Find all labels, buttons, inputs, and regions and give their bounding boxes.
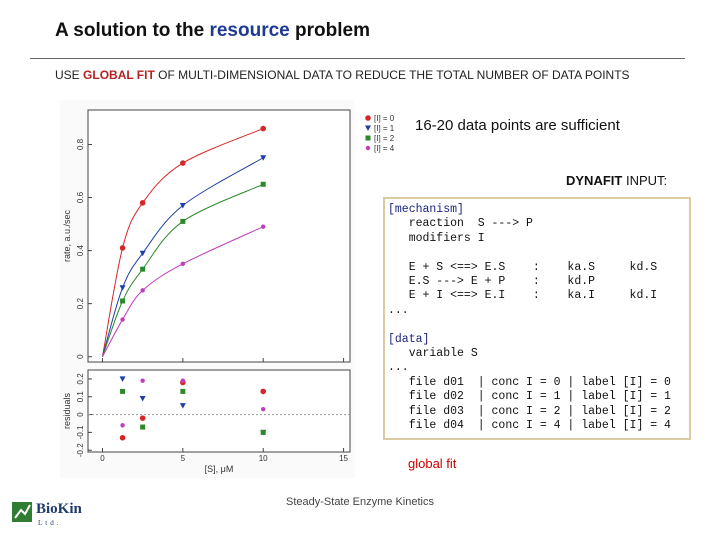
legend-label: [I] = 2 [374,134,395,143]
point [260,429,266,435]
code-line: reaction S ---> P [388,217,533,231]
code-line: file d01 | conc I = 0 | label [I] = 0 [388,375,671,389]
point [180,388,186,394]
point [139,415,146,421]
code-box: [mechanism] reaction S ---> P modifiers … [383,197,691,440]
logo-icon-line [14,504,31,519]
caption: global fit [408,456,457,471]
y-tick-label: 0 [76,354,85,359]
point [119,285,126,291]
subtitle: USE GLOBAL FIT OF MULTI-DIMENSIONAL DATA… [55,68,630,82]
legend-label: [I] = 1 [374,124,395,133]
title-highlight: resource [209,20,290,41]
y-tick-label: 0.2 [76,298,85,310]
code-line: [data] [388,332,430,346]
logo-suffix: Ltd. [38,519,61,527]
code-line: ... [388,361,409,375]
point [180,218,186,224]
dynafit-label: DYNAFIT INPUT: [566,173,667,188]
legend-label: [I] = 4 [374,144,395,153]
point [365,145,371,151]
point [140,266,146,272]
x-tick-label: 5 [181,454,186,463]
subtitle-text: OF MULTI-DIMENSIONAL DATA TO REDUCE THE … [158,68,630,82]
residual-frame [87,369,351,453]
legend-label: [I] = 0 [374,114,395,123]
point [119,376,126,382]
residual-tick-label: 0.2 [76,373,85,385]
point [119,245,126,251]
y-tick-label: 0.6 [76,191,85,203]
point [260,155,267,161]
code-block: [data] variable S... file d01 | conc I =… [388,333,689,434]
point [365,135,371,141]
plot-frame [87,109,351,363]
residual-tick-label: -0.1 [76,425,85,439]
code-line: file d04 | conc I = 4 | label [I] = 4 [388,419,671,433]
residual-tick-label: 0.1 [76,391,85,403]
point [119,434,126,441]
code-block: [mechanism] reaction S ---> P modifiers … [388,203,689,246]
slide-title: A solution to the resource problem [55,20,370,42]
note: 16-20 data points are sufficient [415,117,620,134]
residual-axis-label: residuals [62,392,72,429]
y-tick-label: 0.8 [76,138,85,150]
point [120,298,126,304]
x-tick-label: 0 [100,454,105,463]
code-line: [mechanism] [388,203,464,216]
residual-tick-label: -0.2 [76,443,85,457]
point [260,388,267,395]
logo: BioKin Ltd. [12,501,83,527]
point [261,224,266,229]
code-line: file d03 | conc I = 2 | label [I] = 2 [388,404,671,418]
point [140,378,145,383]
x-tick-label: 15 [339,454,348,463]
footer: Steady-State Enzyme Kinetics [286,496,434,508]
point [260,125,267,132]
subtitle-text: USE [55,68,80,82]
code-block: E + S <==> E.S : ka.S kd.S E.S ---> E + … [388,261,689,319]
y-tick-label: 0.4 [76,244,85,256]
code-line: file d02 | conc I = 1 | label [I] = 1 [388,390,671,404]
point [365,115,371,121]
code-line: ... [388,303,409,317]
y-axis-label: rate, a.u./sec [62,209,72,262]
subtitle-highlight: GLOBAL FIT [83,68,155,82]
point [261,407,266,412]
code-line: E + I <==> E.I : ka.I kd.I [388,289,658,303]
dynafit-name: DYNAFIT [566,173,623,188]
point [139,250,146,257]
point [140,288,145,293]
code-line: variable S [388,347,478,361]
point [180,160,186,166]
code-line: E + S <==> E.S : ka.S kd.S [388,260,658,274]
logo-name: BioKin [36,501,83,517]
title-text: A solution to the [55,20,205,41]
point [120,388,126,394]
point [180,378,186,383]
point [139,396,146,402]
point [179,202,186,209]
point [260,181,266,187]
dynafit-label-text: INPUT: [625,173,668,188]
title-text: problem [295,20,370,41]
x-tick-label: 10 [259,454,268,463]
point [180,261,186,267]
point [179,403,186,409]
point [120,317,125,322]
residual-tick-label: 0 [76,412,85,417]
code-line: E.S ---> E + P : kd.P [388,275,596,289]
x-axis-label: [S], μM [205,464,234,474]
figure: 0 0.2 0.4 0.6 0.8 0.2 0.1 0 -0.1 -0.2 0 5 10 15 rate, … [62,109,395,474]
point [120,423,125,428]
point [140,424,146,430]
code-line: modifiers I [388,231,485,245]
point [365,125,371,131]
divider [30,58,685,59]
point [139,200,146,206]
